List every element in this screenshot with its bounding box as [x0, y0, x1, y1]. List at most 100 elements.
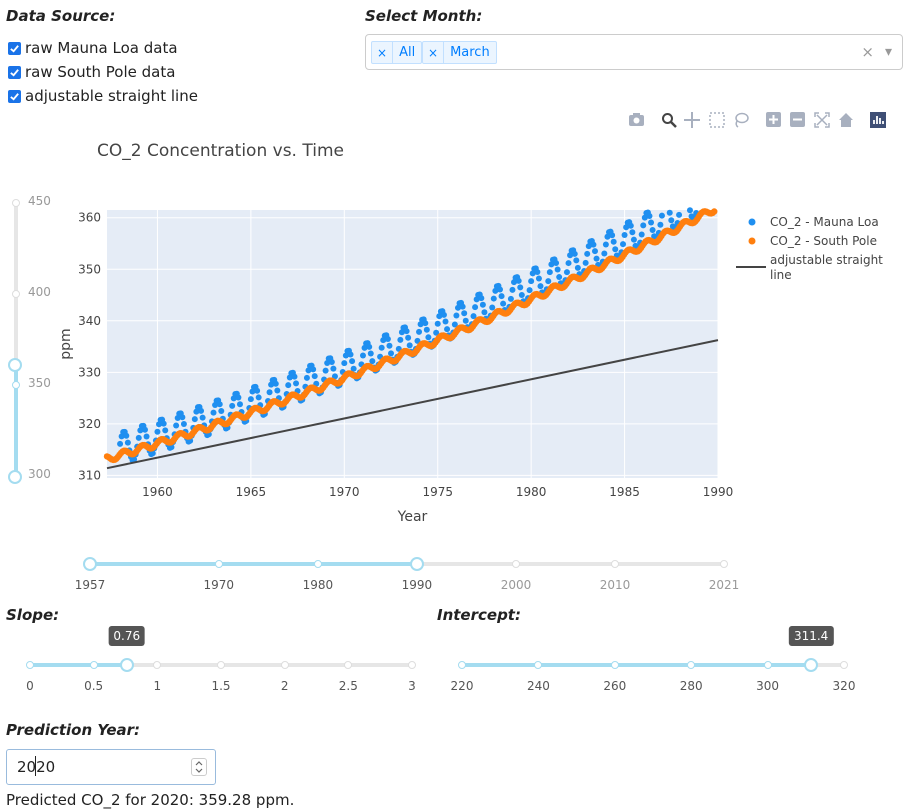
slider-handle[interactable]	[409, 557, 424, 571]
plotly-logo-icon[interactable]	[870, 112, 886, 132]
data-point	[621, 232, 628, 239]
slider-tick-label: 3	[408, 679, 416, 693]
chart-legend: CO_2 - Mauna Loa CO_2 - South Pole adjusta…	[736, 215, 883, 282]
y-range-handle[interactable]	[8, 358, 22, 373]
data-point	[511, 279, 518, 286]
zoom-out-icon[interactable]	[790, 112, 805, 131]
data-point	[666, 209, 673, 216]
data-point	[235, 394, 242, 401]
y-range-track[interactable]	[14, 203, 18, 476]
slider-dot	[458, 661, 466, 669]
tag-remove-icon[interactable]: ×	[372, 42, 394, 63]
y-tick-label: 360	[78, 211, 101, 225]
data-point	[272, 380, 279, 387]
data-point	[509, 286, 516, 293]
data-point	[658, 212, 665, 219]
data-point	[210, 409, 217, 416]
data-point	[498, 293, 505, 300]
slider-tick-label: 280	[679, 679, 703, 693]
data-point	[162, 427, 169, 434]
checkbox-mauna-loa[interactable]: raw Mauna Loa data	[8, 36, 198, 60]
data-point	[553, 259, 560, 266]
data-point	[686, 207, 693, 214]
data-point	[160, 420, 167, 427]
month-multiselect[interactable]: × All × March × ▾	[365, 34, 903, 70]
data-point	[657, 221, 664, 228]
data-point	[154, 428, 161, 435]
data-point	[397, 336, 404, 343]
slider-tick-label: 2021	[708, 578, 740, 592]
checkbox-checked-icon[interactable]	[8, 89, 21, 103]
data-point	[311, 373, 318, 380]
lasso-icon[interactable]	[733, 112, 749, 132]
y-range-dot	[12, 381, 20, 389]
slider-handle[interactable]	[804, 658, 819, 672]
checkbox-checked-icon[interactable]	[8, 65, 21, 79]
number-stepper[interactable]	[191, 758, 207, 776]
chart-title: CO_2 Concentration vs. Time	[97, 141, 344, 161]
slider-dot	[217, 661, 225, 669]
data-point	[529, 270, 536, 277]
slider-tick-label: 2010	[599, 578, 631, 592]
tag-remove-icon[interactable]: ×	[423, 42, 445, 63]
zoom-in-icon[interactable]	[766, 112, 781, 131]
data-point	[565, 260, 572, 267]
clear-all-icon[interactable]: ×	[861, 43, 874, 61]
legend-label: CO_2 - Mauna Loa	[770, 215, 879, 229]
y-range-tick-label: 450	[28, 194, 51, 208]
slider-tick-label: 220	[450, 679, 474, 693]
data-point	[649, 227, 656, 234]
checkbox-checked-icon[interactable]	[8, 41, 21, 55]
data-point	[369, 358, 376, 365]
data-point	[417, 321, 424, 328]
data-point	[546, 269, 553, 276]
slider-handle[interactable]	[119, 658, 134, 672]
data-point	[414, 337, 421, 344]
pan-icon[interactable]	[684, 112, 700, 132]
slider-dot	[534, 661, 543, 669]
month-tag-march: × March	[422, 41, 497, 64]
data-point	[500, 300, 507, 307]
data-point	[255, 394, 262, 401]
box-select-icon[interactable]	[709, 112, 725, 132]
dropdown-arrow-icon[interactable]: ▾	[884, 44, 892, 60]
data-point	[378, 344, 385, 351]
data-point	[612, 246, 619, 253]
data-point	[434, 320, 441, 327]
slider-dot	[280, 661, 289, 669]
camera-icon[interactable]	[628, 112, 645, 131]
data-point	[131, 456, 138, 463]
slider-selected	[462, 663, 812, 667]
prediction-year-input[interactable]: 2020	[6, 749, 216, 785]
slider-handle[interactable]	[83, 557, 97, 571]
checkbox-straight-line[interactable]: adjustable straight line	[8, 84, 198, 108]
data-point	[602, 241, 609, 248]
series-south-pole	[103, 208, 718, 464]
data-point	[640, 222, 647, 229]
data-point	[459, 303, 466, 310]
data-point	[422, 320, 429, 327]
data-point	[535, 275, 542, 282]
data-point	[470, 313, 477, 320]
y-range-handle[interactable]	[8, 470, 22, 484]
legend-marker	[748, 237, 756, 245]
zoom-icon[interactable]	[661, 112, 677, 132]
slider-tick-label: 1957	[74, 578, 106, 592]
slider-tick-label: 2000	[500, 578, 532, 592]
slider-tick-label: 1970	[203, 578, 235, 592]
data-point	[303, 374, 310, 381]
data-point	[490, 295, 497, 302]
autoscale-icon[interactable]	[814, 112, 830, 132]
co2-chart[interactable]: 1960 1965 1970 1975 1980 1985 1990 310 320 330 34…	[50, 195, 900, 530]
x-axis-ticks: 1960 1965 1970 1975 1980 1985 1990	[142, 485, 733, 499]
y-range-selected	[14, 364, 18, 476]
slider-dot	[89, 661, 98, 669]
checkbox-south-pole[interactable]: raw South Pole data	[8, 60, 198, 84]
data-point	[247, 396, 254, 403]
data-point	[451, 321, 458, 328]
data-source-title: Data Source:	[6, 7, 116, 25]
x-range-slider: 1957 1970 1980 1990 2000 2010 2021	[60, 550, 760, 595]
data-point	[573, 257, 580, 264]
data-point	[453, 312, 460, 319]
reset-axes-icon[interactable]	[838, 112, 854, 132]
